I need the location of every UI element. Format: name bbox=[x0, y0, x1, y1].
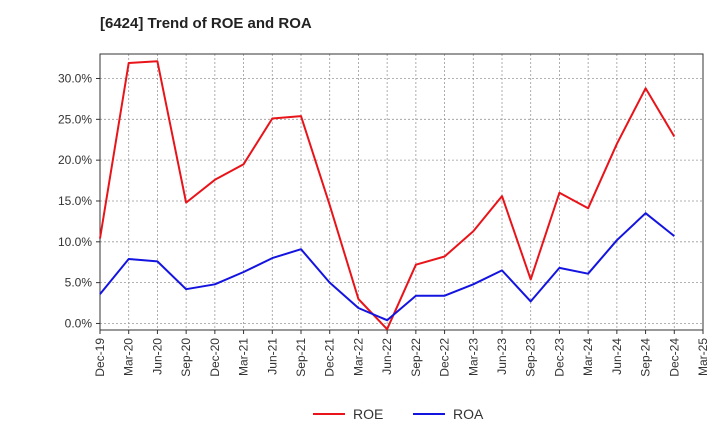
x-tick-label: Dec-19 bbox=[93, 338, 107, 377]
x-tick-label: Jun-22 bbox=[380, 338, 394, 375]
y-axis-ticks: 0.0% 5.0% 10.0% 15.0% 20.0% 25.0% 30.0% bbox=[58, 71, 100, 330]
series-line-roa bbox=[99, 212, 675, 322]
x-tick-label: Jun-23 bbox=[495, 338, 509, 375]
x-tick-label: Sep-24 bbox=[639, 338, 653, 377]
plot-area bbox=[99, 53, 704, 331]
legend-label-roa: ROA bbox=[453, 406, 484, 422]
y-tick-label: 30.0% bbox=[58, 71, 92, 85]
y-tick-label: 25.0% bbox=[58, 112, 92, 126]
x-tick-label: Dec-20 bbox=[208, 338, 222, 377]
chart-title: [6424] Trend of ROE and ROA bbox=[100, 15, 312, 32]
x-tick-label: Mar-24 bbox=[581, 338, 595, 376]
x-tick-label: Sep-23 bbox=[524, 338, 538, 377]
y-tick-label: 0.0% bbox=[65, 316, 93, 330]
x-tick-label: Mar-23 bbox=[466, 338, 480, 376]
x-tick-label: Jun-21 bbox=[265, 338, 279, 375]
y-tick-label: 10.0% bbox=[58, 235, 92, 249]
y-tick-label: 15.0% bbox=[58, 194, 92, 208]
x-tick-label: Mar-25 bbox=[696, 338, 710, 376]
series-lines bbox=[99, 60, 676, 331]
x-tick-label: Mar-20 bbox=[122, 338, 136, 376]
series-line-roe bbox=[99, 60, 676, 331]
x-tick-label: Mar-22 bbox=[351, 338, 365, 376]
x-tick-label: Sep-22 bbox=[409, 338, 423, 377]
legend: ROE ROA bbox=[313, 406, 484, 422]
x-tick-label: Jun-20 bbox=[150, 338, 164, 375]
legend-label-roe: ROE bbox=[353, 406, 383, 422]
y-tick-label: 20.0% bbox=[58, 153, 92, 167]
x-tick-label: Dec-21 bbox=[323, 338, 337, 377]
x-axis-ticks: Dec-19 Mar-20 Jun-20 Sep-20 Dec-20 Mar-21 Jun-… bbox=[93, 330, 710, 377]
x-tick-label: Jun-24 bbox=[610, 338, 624, 375]
y-tick-label: 5.0% bbox=[65, 276, 93, 290]
x-tick-label: Mar-21 bbox=[237, 338, 251, 376]
x-tick-label: Sep-21 bbox=[294, 338, 308, 377]
x-tick-label: Dec-24 bbox=[667, 338, 681, 377]
x-tick-label: Sep-20 bbox=[179, 338, 193, 377]
x-tick-label: Dec-22 bbox=[438, 338, 452, 377]
x-tick-label: Dec-23 bbox=[552, 338, 566, 377]
